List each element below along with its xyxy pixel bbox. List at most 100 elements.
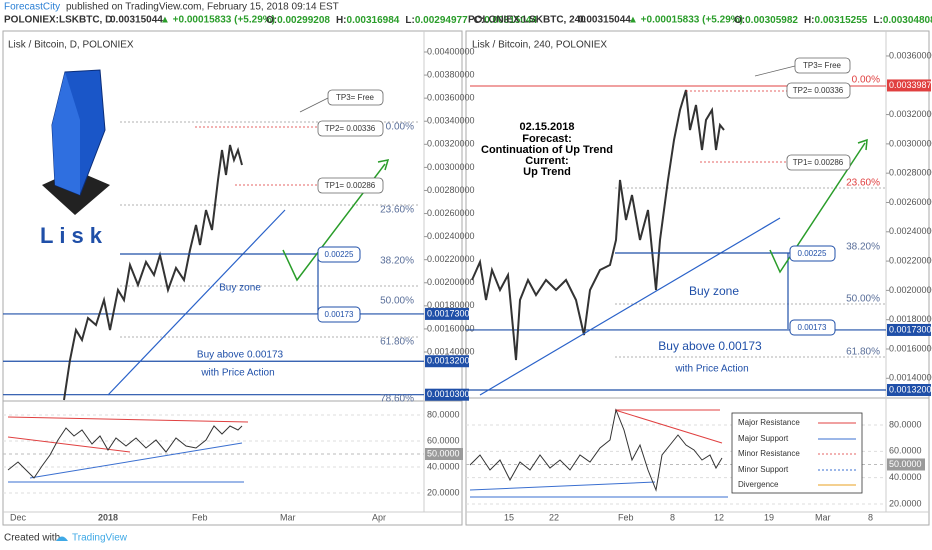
resistance-line <box>614 409 723 444</box>
note: with Price Action <box>674 364 748 375</box>
fib-label: 50.00% <box>846 294 880 305</box>
time-label: 8 <box>670 512 675 522</box>
y-tick-label: 0.00200000 <box>427 277 475 287</box>
ohlc: O:0.00305982H:0.00315255L:0.00304808C:0.… <box>734 15 932 26</box>
osc-tick-label: 60.0000 <box>889 446 922 456</box>
legend-entry: Divergence <box>738 480 779 489</box>
legend: Lisk / Bitcoin, 240, POLONIEX <box>472 40 607 51</box>
fib-label: 38.20% <box>846 242 880 253</box>
time-label: 19 <box>764 512 774 522</box>
y-tick-label: 0.00360000 <box>889 50 932 60</box>
level-label: 0.00103000 <box>427 389 475 399</box>
fib-label: 23.60% <box>380 205 414 216</box>
callout <box>327 89 384 106</box>
callout-text: 0.00173 <box>798 323 827 332</box>
callout <box>786 82 851 99</box>
level-tag <box>887 323 931 336</box>
y-tick-label: 0.00160000 <box>889 343 932 353</box>
callout-text: 0.00225 <box>325 250 354 259</box>
level-tag <box>887 384 931 397</box>
oscillator <box>469 408 723 492</box>
osc-tick-label: 60.0000 <box>427 435 460 445</box>
osc-level-label: 50.0000 <box>427 448 460 458</box>
callout-text: TP3= Free <box>803 61 842 70</box>
time-label: Mar <box>815 512 831 522</box>
y-tick-label: 0.00320000 <box>427 139 475 149</box>
author[interactable]: ForecastCity <box>4 2 60 13</box>
ohlc-label: L: <box>873 15 882 26</box>
y-tick-label: 0.00300000 <box>427 162 475 172</box>
legend: Lisk / Bitcoin, D, POLONIEX <box>8 40 134 51</box>
price: 0.00315044 <box>578 15 631 26</box>
footer-link[interactable]: TradingView <box>72 533 128 544</box>
y-tick-label: 0.00360000 <box>427 93 475 103</box>
y-tick-label: 0.00280000 <box>427 185 475 195</box>
callout <box>786 154 851 171</box>
y-tick-label: 0.00220000 <box>427 254 475 264</box>
level-label: 0.00173000 <box>427 308 475 318</box>
level-tag <box>425 355 469 368</box>
lisk-logo: Lisk <box>40 69 110 248</box>
support-line <box>469 481 656 491</box>
arrow-head <box>377 159 390 171</box>
y-tick-label: 0.00140000 <box>889 373 932 383</box>
ohlc-value: 0.00316984 <box>347 15 400 26</box>
time-label: 2018 <box>98 512 118 522</box>
y-tick-label: 0.00180000 <box>889 314 932 324</box>
level-tag <box>425 388 469 401</box>
callout <box>789 319 836 336</box>
fib-label: 50.00% <box>380 296 414 307</box>
note: Buy above 0.00173 <box>197 350 284 361</box>
level-tag <box>887 79 931 92</box>
ohlc-label: O: <box>266 15 277 26</box>
forecast-line: Continuation of Up Trend <box>481 144 613 156</box>
ohlc-value: 0.00315255 <box>815 15 868 26</box>
y-tick-label: 0.00160000 <box>427 323 475 333</box>
ohlc-label: O: <box>734 15 745 26</box>
ohlc: O:0.00299208 H:0.00316984 L:0.00294977 C:0.… <box>266 15 537 26</box>
level-tag <box>425 448 463 461</box>
osc-level-label: 50.0000 <box>889 459 922 469</box>
osc-tick-label: 40.0000 <box>427 461 460 471</box>
footer-text: Created with <box>4 533 60 544</box>
time-label: Mar <box>280 512 296 522</box>
callout <box>317 306 361 323</box>
change: ▲ +0.00015833 (+5.29%) <box>160 15 275 26</box>
fib-label: 23.60% <box>846 178 880 189</box>
callout <box>789 245 836 262</box>
callout-text: TP2= 0.00336 <box>793 86 844 95</box>
forecast-line: Current: <box>525 155 568 167</box>
y-tick-label: 0.00240000 <box>427 231 475 241</box>
callout-text: TP1= 0.00286 <box>325 181 376 190</box>
callout-text: TP2= 0.00336 <box>325 124 376 133</box>
forecast-line: Forecast: <box>522 133 572 145</box>
fib-lines <box>120 121 420 338</box>
arrow-head <box>857 138 868 151</box>
legend-entry: Major Resistance <box>738 418 800 427</box>
buy-zone: Buy zone <box>689 284 739 298</box>
fib-label: 61.80% <box>380 337 414 348</box>
panel-frame <box>465 30 930 526</box>
callout-text: TP1= 0.00286 <box>793 158 844 167</box>
fib-label: 0.00% <box>386 122 414 133</box>
y-tick-label: 0.00340000 <box>427 116 475 126</box>
quote-left: POLONIEX:LSKBTC, D 0.00315044 ▲ +0.00015… <box>4 15 537 26</box>
line-legend: Major Resistance Major Support Minor Res… <box>731 412 863 494</box>
callout-text: TP3= Free <box>336 93 375 102</box>
level-label: 0.00173000 <box>889 324 932 334</box>
forecast-line: 02.15.2018 <box>519 121 574 133</box>
published: published on TradingView.com, February 1… <box>66 2 339 13</box>
y-tick-label: 0.00260000 <box>427 208 475 218</box>
osc-tick-label: 40.0000 <box>889 472 922 482</box>
ohlc-label: C: <box>474 15 485 26</box>
note: with Price Action <box>200 368 274 379</box>
price-action <box>471 89 725 361</box>
ohlc-value: 0.00305982 <box>745 15 798 26</box>
time-label: 22 <box>549 512 559 522</box>
fib-label: 78.60% <box>380 394 414 405</box>
quote-right: POLONIEX:LSKBTC, 240 0.00315044 ▲ +0.000… <box>468 15 932 26</box>
forecast: 02.15.2018 Forecast: Continuation of Up … <box>481 121 613 178</box>
price-action <box>63 144 243 401</box>
